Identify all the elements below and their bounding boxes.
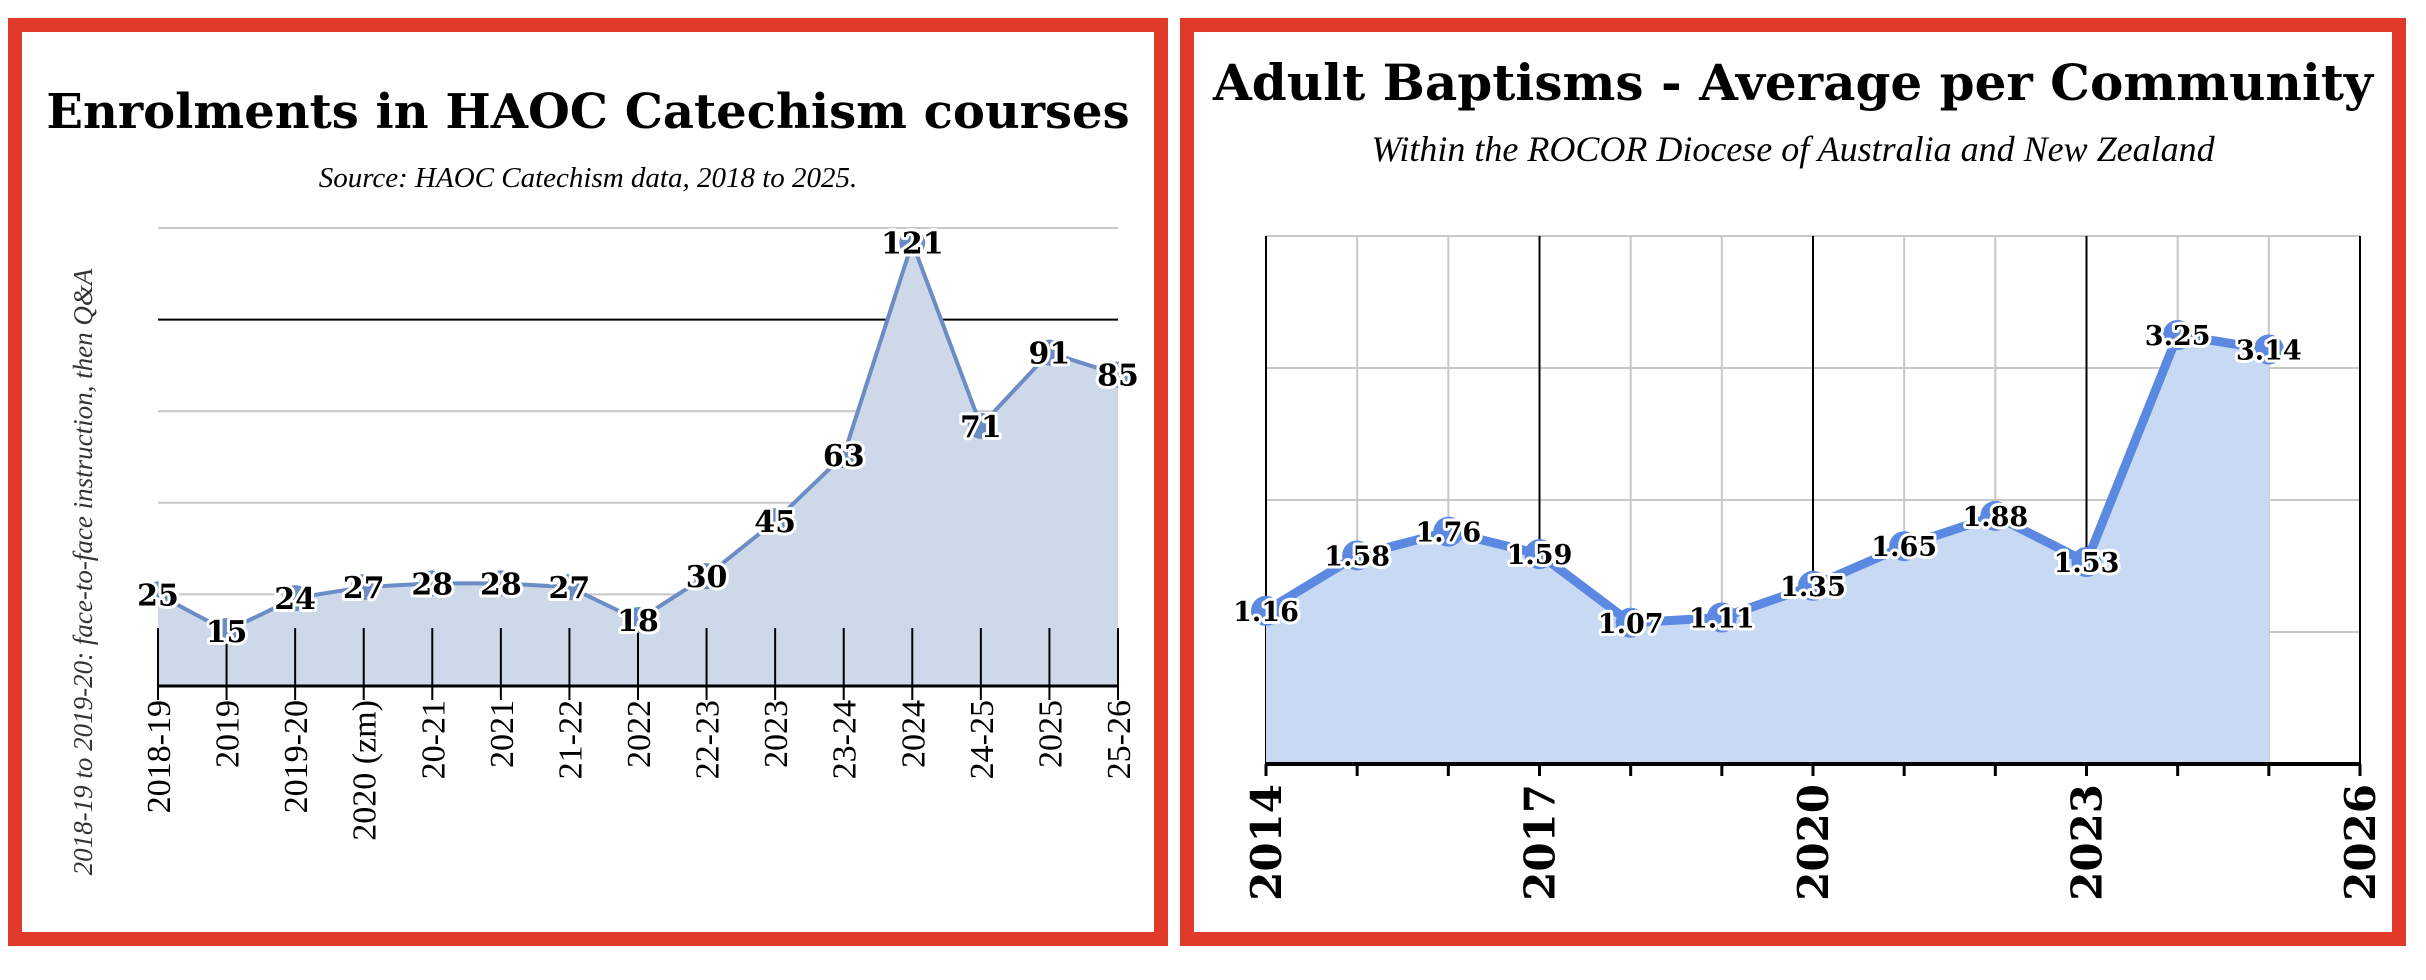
data-label: 28 bbox=[411, 567, 453, 602]
data-label: 3.14 bbox=[2236, 336, 2302, 367]
x-tick-label: 2025 bbox=[1032, 700, 1069, 768]
data-label: 30 bbox=[686, 560, 728, 595]
data-point bbox=[487, 570, 514, 597]
enrolments-chart-panel: Enrolments in HAOC Catechism courses Sou… bbox=[8, 18, 1168, 946]
area-fill bbox=[1266, 335, 2269, 764]
data-point bbox=[282, 585, 309, 612]
x-tick-label: 24-25 bbox=[964, 700, 1001, 779]
data-label: 1.53 bbox=[2054, 548, 2120, 579]
x-tick-label: 25-26 bbox=[1101, 700, 1138, 779]
data-label: 121 bbox=[881, 227, 944, 262]
data-label: 85 bbox=[1097, 359, 1139, 394]
x-tick-label: 21-22 bbox=[552, 700, 589, 779]
x-tick-label: 23-24 bbox=[827, 700, 864, 779]
chart-title: Adult Baptisms - Average per Community bbox=[1212, 53, 2375, 112]
data-label: 45 bbox=[754, 505, 796, 540]
data-label: 27 bbox=[549, 571, 591, 606]
x-tick-label: 2020 (zm) bbox=[347, 700, 384, 841]
enrolments-chart: Enrolments in HAOC Catechism courses Sou… bbox=[46, 84, 1141, 875]
x-tick-label: 2017 bbox=[1516, 784, 1565, 901]
data-label: 1.07 bbox=[1598, 609, 1664, 640]
data-point bbox=[1798, 570, 1828, 601]
data-point bbox=[899, 229, 926, 256]
data-point bbox=[625, 607, 651, 634]
data-label: 91 bbox=[1029, 337, 1071, 372]
baptisms-chart-panel: Adult Baptisms - Average per Community W… bbox=[1180, 18, 2406, 946]
data-point bbox=[967, 412, 994, 439]
chart-title: Enrolments in HAOC Catechism courses bbox=[46, 84, 1129, 140]
x-tick-label: 2021 bbox=[484, 700, 521, 768]
data-label: 1.11 bbox=[1689, 603, 1755, 634]
data-label: 18 bbox=[617, 604, 659, 639]
chart-subtitle: Source: HAOC Catechism data, 2018 to 202… bbox=[319, 162, 858, 194]
data-point bbox=[145, 581, 171, 608]
x-tick-label: 2024 bbox=[895, 700, 932, 768]
x-tick-label: 2023 bbox=[758, 700, 795, 768]
data-label: 1.88 bbox=[1962, 502, 2028, 533]
data-point bbox=[2071, 547, 2102, 578]
x-tick-label: 2023 bbox=[2063, 784, 2112, 901]
data-point bbox=[2253, 334, 2284, 365]
data-point bbox=[350, 574, 377, 601]
data-point bbox=[762, 508, 789, 535]
data-label: 27 bbox=[343, 571, 385, 606]
y-axis-label: 2018-19 to 2019-20: face-to-face instruc… bbox=[68, 268, 98, 875]
data-point bbox=[830, 442, 857, 469]
data-label: 15 bbox=[206, 615, 248, 650]
x-tick-label: 20-21 bbox=[415, 700, 452, 779]
data-label: 1.58 bbox=[1324, 541, 1390, 572]
data-point bbox=[1615, 607, 1646, 638]
data-point bbox=[1706, 602, 1737, 633]
data-label: 71 bbox=[960, 410, 1002, 445]
x-tick-label: 2019 bbox=[210, 700, 247, 768]
x-tick-label: 22-23 bbox=[690, 700, 727, 779]
data-point bbox=[1105, 361, 1131, 388]
data-point bbox=[1342, 540, 1373, 571]
data-point bbox=[693, 563, 720, 590]
data-point bbox=[556, 574, 583, 601]
data-point bbox=[1251, 595, 1281, 626]
data-point bbox=[1889, 531, 1920, 562]
data-label: 24 bbox=[274, 582, 316, 617]
data-label: 1.76 bbox=[1415, 518, 1481, 549]
x-tick-label: 2026 bbox=[2336, 784, 2385, 901]
data-point bbox=[1980, 500, 2011, 531]
data-point bbox=[419, 570, 446, 597]
data-point bbox=[1036, 339, 1063, 366]
data-point bbox=[213, 618, 240, 645]
x-tick-label: 2020 bbox=[1789, 784, 1838, 901]
data-label: 1.16 bbox=[1233, 597, 1299, 628]
data-label: 1.59 bbox=[1507, 540, 1573, 571]
x-tick-label: 2014 bbox=[1242, 784, 1291, 901]
data-label: 1.35 bbox=[1780, 572, 1846, 603]
chart-subtitle: Within the ROCOR Diocese of Australia an… bbox=[1371, 129, 2215, 169]
series-line bbox=[1263, 330, 2270, 628]
x-tick-label: 2019-20 bbox=[278, 700, 315, 813]
data-point bbox=[2162, 320, 2193, 350]
data-point bbox=[1433, 516, 1464, 547]
x-tick-label: 2018-19 bbox=[141, 700, 178, 813]
data-label: 3.25 bbox=[2145, 321, 2211, 352]
data-label: 63 bbox=[823, 439, 865, 474]
data-label: 28 bbox=[480, 567, 522, 602]
data-label: 1.65 bbox=[1871, 532, 1937, 563]
data-point bbox=[1524, 539, 1555, 570]
data-label: 25 bbox=[137, 578, 179, 613]
baptisms-chart: Adult Baptisms - Average per Community W… bbox=[1212, 53, 2385, 901]
x-tick-label: 2022 bbox=[621, 700, 658, 768]
